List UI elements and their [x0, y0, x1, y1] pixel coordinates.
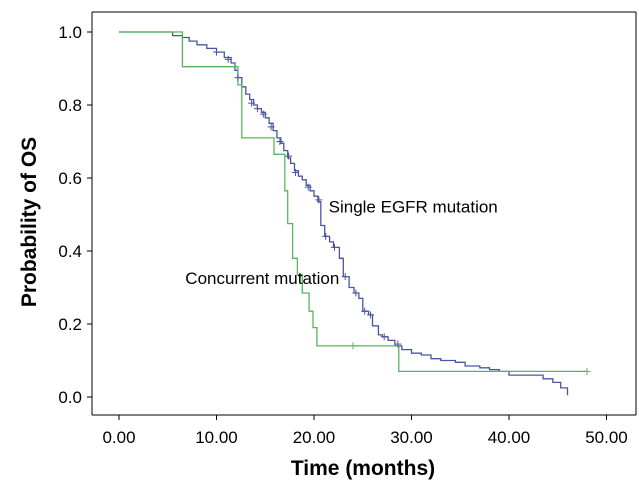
censor-mark — [224, 55, 232, 63]
x-tick-label: 0.00 — [102, 428, 135, 447]
y-tick-label: 0.4 — [58, 242, 82, 261]
y-axis-title: Probability of OS — [18, 137, 41, 307]
y-tick-label: 1.0 — [58, 23, 82, 42]
annotation-concurrent: Concurrent mutation — [185, 269, 339, 288]
censor-mark — [276, 138, 284, 145]
censor-mark — [234, 74, 242, 82]
censor-mark — [213, 48, 220, 56]
plot-area — [119, 31, 591, 396]
x-tick-label: 10.00 — [195, 428, 238, 447]
censor-mark — [349, 342, 357, 350]
y-tick-label: 0.8 — [58, 96, 82, 115]
censor-mark — [304, 183, 312, 191]
x-tick-label: 50.00 — [585, 428, 628, 447]
x-tick-label: 20.00 — [293, 428, 336, 447]
censor-mark — [352, 289, 360, 297]
censor-mark — [315, 196, 323, 204]
y-tick-label: 0.0 — [58, 388, 82, 407]
x-axis-title: Time (months) — [291, 457, 435, 480]
censor-mark — [267, 123, 275, 131]
censor-mark — [285, 152, 293, 160]
censor-mark — [367, 311, 375, 319]
y-tick-label: 0.2 — [58, 315, 82, 334]
censor-mark — [341, 273, 349, 281]
censor-mark — [394, 340, 402, 348]
ticks: 0.00 10.00 20.00 30.00 40.00 50.00 0.0 0.2 0.4 0.… — [58, 23, 627, 447]
censor-mark — [322, 232, 330, 240]
censor-mark — [583, 367, 591, 375]
x-tick-label: 40.00 — [488, 428, 531, 447]
censor-mark — [330, 243, 338, 251]
axes — [91, 11, 637, 416]
annotation-single-egfr: Single EGFR mutation — [329, 198, 498, 217]
censor-mark — [253, 105, 261, 113]
x-tick-label: 30.00 — [390, 428, 433, 447]
censor-mark — [291, 169, 299, 177]
censor-mark — [259, 110, 267, 118]
censor-mark — [248, 99, 256, 107]
censor-mark — [380, 333, 388, 341]
censor-mark — [361, 307, 369, 315]
y-tick-label: 0.6 — [58, 169, 82, 188]
series-concurrent-line — [119, 31, 587, 373]
